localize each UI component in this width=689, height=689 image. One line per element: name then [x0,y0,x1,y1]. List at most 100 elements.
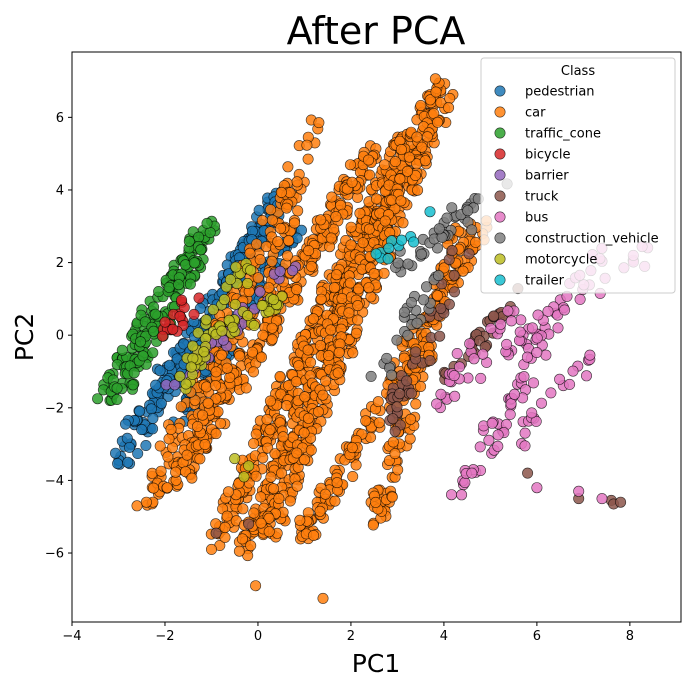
legend-label-pedestrian: pedestrian [525,85,595,100]
point-motorcycle [242,277,254,289]
legend-marker-car [494,106,506,118]
point-bicycle [159,316,171,328]
point-car [234,350,246,362]
point-traffic_cone [135,336,147,348]
ticks-layer: −4 −2 0 2 4 6 8 −6 −4 −2 0 2 4 6 [45,111,634,644]
point-bus [564,378,576,390]
point-traffic_cone [163,281,175,293]
point-car [411,131,423,143]
point-construction_vehicle [420,281,432,293]
point-bus [448,370,460,382]
point-car [329,495,341,507]
point-bus [464,338,476,350]
point-car [268,483,280,495]
point-car [170,466,182,478]
point-car [275,186,287,198]
point-car [290,376,302,388]
point-bus [532,309,544,321]
legend-label-bus: bus [525,211,548,226]
point-construction_vehicle [466,224,478,236]
point-bus [514,326,526,338]
point-pedestrian [134,405,146,417]
point-motorcycle [256,299,268,311]
point-car [386,491,398,503]
point-traffic_cone [127,379,139,391]
point-car [293,360,305,372]
point-traffic_cone [193,231,205,243]
point-motorcycle [267,294,279,306]
point-car [263,282,275,294]
point-trailer [370,248,382,260]
point-car [389,448,401,460]
y-tick-label: 4 [56,183,64,198]
y-tick-label: −2 [45,401,64,416]
point-bus [521,351,533,363]
point-car [302,153,314,165]
point-bus [492,440,504,452]
point-bicycle [193,292,205,304]
point-car [236,533,248,545]
point-bus [451,347,463,359]
point-pedestrian [147,423,159,435]
point-car [291,284,303,296]
point-pedestrian [140,439,152,451]
point-bus [552,322,564,334]
legend-marker-barrier [494,169,506,181]
point-traffic_cone [111,393,123,405]
point-car [305,260,317,272]
point-traffic_cone [137,350,149,362]
point-car [435,97,447,109]
point-bus [519,440,531,452]
x-tick-label: 6 [533,629,541,644]
point-bus [449,390,461,402]
legend-label-bicycle: bicycle [525,148,570,163]
point-car [317,389,329,401]
point-trailer [396,234,408,246]
point-pedestrian [124,441,136,453]
point-bus [495,318,507,330]
point-car [415,380,427,392]
point-car [275,222,287,234]
point-bus [501,338,513,350]
legend-title: Class [561,64,595,79]
point-car [421,131,433,143]
point-bus [574,293,586,305]
point-car [292,205,304,217]
point-car [403,151,415,163]
point-trailer [382,253,394,265]
point-car [221,362,233,374]
point-bus [530,415,542,427]
point-truck [394,388,406,400]
point-car [248,437,260,449]
point-car [336,292,348,304]
point-car [305,356,317,368]
point-car [194,453,206,465]
point-car [307,313,319,325]
point-pedestrian [253,204,265,216]
point-pedestrian [145,403,157,415]
point-car [360,415,372,427]
point-construction_vehicle [398,306,410,318]
point-car [352,314,364,326]
point-bus [453,361,465,373]
legend-marker-pedestrian [494,85,506,97]
point-traffic_cone [184,278,196,290]
series-bicycle [157,292,205,342]
point-car [255,351,267,363]
point-truck [463,248,475,260]
point-truck [389,425,401,437]
point-car [233,545,245,557]
point-construction_vehicle [402,329,414,341]
point-truck [391,401,403,413]
points-layer [92,73,654,604]
point-bus [518,371,530,383]
point-car [237,503,249,515]
point-bus [531,346,543,358]
point-motorcycle [174,370,186,382]
point-construction_vehicle [433,223,445,235]
point-car [261,413,273,425]
point-bus [492,429,504,441]
point-truck [424,355,436,367]
point-car [302,344,314,356]
point-car [429,73,441,85]
